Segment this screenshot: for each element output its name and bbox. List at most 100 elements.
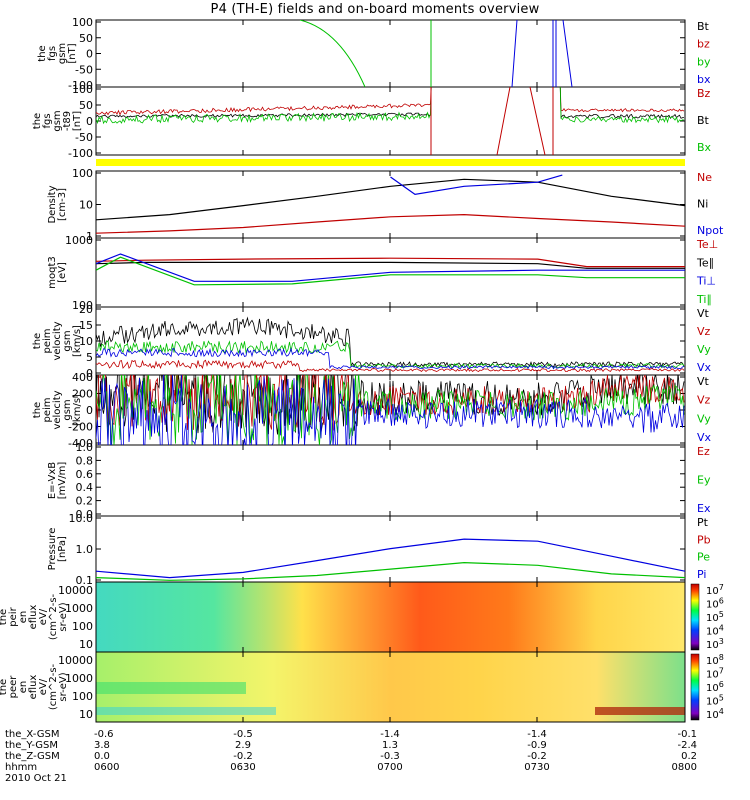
y-axis-label: sr-eV) <box>58 602 69 631</box>
page-title: P4 (TH-E) fields and on-board moments ov… <box>210 2 540 17</box>
x-axis-row-label: the_X-GSM <box>5 729 59 740</box>
y-axis-label: fgs <box>42 113 53 128</box>
y-tick-label: 200 <box>72 388 93 401</box>
y-axis-label: gsm <box>62 330 73 351</box>
y-tick-label: 0 <box>86 367 93 380</box>
y-tick-label: 10 <box>79 199 93 212</box>
x-tick-label: 0600 <box>94 762 119 773</box>
y-tick-label: -100 <box>68 147 93 160</box>
x-tick-label: -0.1 <box>677 729 697 740</box>
legend-entry: Pb <box>697 533 711 546</box>
legend-entry: Pt <box>697 516 709 529</box>
x-tick-label: -0.9 <box>527 740 547 751</box>
legend-entry: Te∥ <box>696 256 714 269</box>
temperature-trace <box>96 261 685 269</box>
y-tick-label: 15 <box>79 319 93 332</box>
temperature-trace <box>96 256 685 286</box>
velocity-trace-Vx <box>96 375 685 445</box>
field-trace-bx <box>511 20 573 87</box>
y-axis-label: [km/s] <box>72 394 83 426</box>
colorbar-tick-label: 108 <box>706 653 724 667</box>
y-axis-label: fgs <box>47 46 58 61</box>
y-axis-label: -t89 <box>62 111 73 131</box>
colorbar-tick-label: 107 <box>706 583 724 597</box>
y-axis-label: gsm <box>52 110 63 131</box>
panel-2: 100 50 0 -50 -100 the fgs gsm -t89 [nT] Bz Bt Bx <box>32 83 712 160</box>
x-tick-label: 0.2 <box>681 751 697 762</box>
temperature-trace <box>96 257 685 268</box>
x-tick-label: -1.4 <box>380 729 400 740</box>
y-axis-label: eV/ <box>38 608 49 625</box>
y-tick-label: 10000 <box>58 654 93 667</box>
y-tick-label: 100 <box>72 299 93 312</box>
field-trace-Bz <box>96 87 685 116</box>
velocity-trace-Vx <box>96 347 685 370</box>
y-tick-label: 0 <box>86 404 93 417</box>
legend-entry: Vt <box>697 307 710 320</box>
x-axis-row-label: the_Y-GSM <box>5 740 58 751</box>
x-tick-label: -0.6 <box>94 729 114 740</box>
legend-entry: Pi <box>697 568 706 581</box>
colorbar-tick-label: 105 <box>706 694 724 708</box>
pressure-trace-Pe <box>96 561 685 581</box>
y-axis-label: sr-eV) <box>58 672 69 701</box>
legend-entry: Ey <box>697 474 711 487</box>
y-tick-label: 1000 <box>65 234 93 247</box>
y-tick-label: 400 <box>72 371 93 384</box>
panel-1: 100 50 0 -50 -100 the fgs gsm [nT] Bt bz by bx <box>37 16 711 92</box>
y-axis-label: gsm <box>62 399 73 420</box>
panel-8: 10.0 1.0 0.1 Pressure [nPa] Pt Pb Pe Pi <box>47 512 711 587</box>
y-tick-label: 20 <box>79 303 93 316</box>
legend-entry: Te⊥ <box>696 238 718 251</box>
y-tick-label: 10.0 <box>69 512 94 525</box>
y-tick-label: 10 <box>79 638 93 651</box>
x-tick-label: -0.2 <box>233 751 253 762</box>
pressure-trace-Pi <box>96 538 685 579</box>
y-axis-label: [eV] <box>57 262 68 283</box>
y-tick-label: 1000 <box>65 672 93 685</box>
y-tick-label: 1.0 <box>76 543 94 556</box>
y-tick-label: -50 <box>75 63 93 76</box>
panel-frame <box>95 19 686 88</box>
heatmap-field <box>96 582 685 652</box>
date-label: 2010 Oct 21 <box>5 773 67 784</box>
y-axis-label: peer <box>8 675 19 699</box>
y-axis-label: [mV/m] <box>57 462 68 500</box>
x-tick-label: 0630 <box>230 762 255 773</box>
y-axis-label: moqt3 <box>47 256 58 289</box>
y-axis-label: the <box>37 45 48 61</box>
y-axis-label: en <box>18 681 29 694</box>
legend-entry: Ni <box>697 198 708 211</box>
panel-frame <box>95 170 686 239</box>
field-trace-by <box>299 20 366 87</box>
y-tick-label: 50 <box>79 32 93 45</box>
y-axis-label: peir <box>8 606 19 626</box>
data-gap-bar <box>96 159 685 166</box>
x-tick-label: -1.4 <box>527 729 547 740</box>
y-axis-label: [nT] <box>67 43 78 63</box>
x-tick-label: 0.0 <box>94 751 110 762</box>
y-tick-label: 100 <box>72 690 93 703</box>
y-axis-label: [km/s] <box>72 325 83 357</box>
velocity-trace-Vz <box>96 359 685 373</box>
y-axis-label: velocity <box>52 321 63 360</box>
field-trace-Bt <box>96 87 685 119</box>
y-axis-label: the <box>0 679 9 695</box>
legend-entry: Ex <box>697 502 711 515</box>
y-tick-label: 100 <box>72 83 93 96</box>
y-tick-label: 50 <box>79 99 93 112</box>
velocity-trace-Vt <box>96 316 685 368</box>
x-tick-label: 2.9 <box>235 740 251 751</box>
density-trace-Npot <box>390 174 563 196</box>
legend-entry: Bt <box>697 20 710 33</box>
y-axis-label: eflux <box>28 605 39 630</box>
y-tick-label: -200 <box>68 421 93 434</box>
legend-entry: Vy <box>697 343 711 356</box>
y-tick-label: -50 <box>75 131 93 144</box>
y-axis-label: [nPa] <box>57 536 68 562</box>
y-tick-label: -400 <box>68 437 93 450</box>
legend-entry: Vz <box>697 325 711 338</box>
legend-entry: by <box>697 55 711 68</box>
x-axis-row-label: the_Z-GSM <box>5 751 60 762</box>
